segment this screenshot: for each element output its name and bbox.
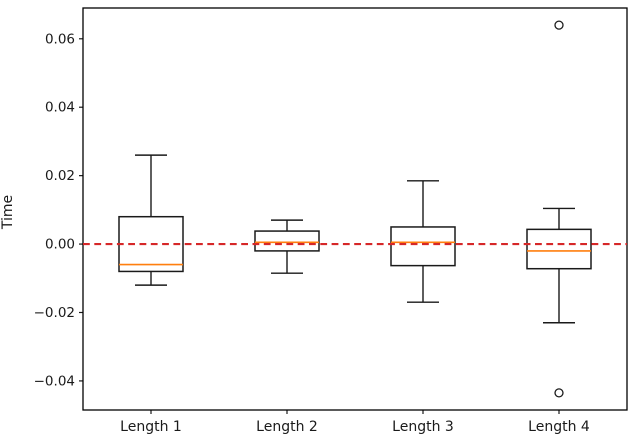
iqr-box: [254, 230, 320, 252]
y-tick-label: 0.00: [45, 237, 75, 253]
x-tick-label: Length 4: [528, 419, 590, 435]
y-tick-label: 0.06: [45, 31, 75, 47]
outlier-point: [554, 388, 564, 398]
y-tick-label: 0.02: [45, 168, 75, 184]
iqr-box: [526, 228, 592, 270]
y-tick-label: −0.02: [34, 305, 75, 321]
y-tick-label: −0.04: [34, 373, 75, 389]
iqr-box: [390, 226, 456, 267]
x-tick-label: Length 3: [392, 419, 454, 435]
outlier-point: [554, 20, 564, 30]
x-tick-label: Length 1: [120, 419, 182, 435]
plot-frame: [82, 7, 628, 411]
y-tick-label: 0.04: [45, 100, 75, 116]
y-axis-label: Time: [0, 194, 16, 230]
x-tick-label: Length 2: [256, 419, 318, 435]
